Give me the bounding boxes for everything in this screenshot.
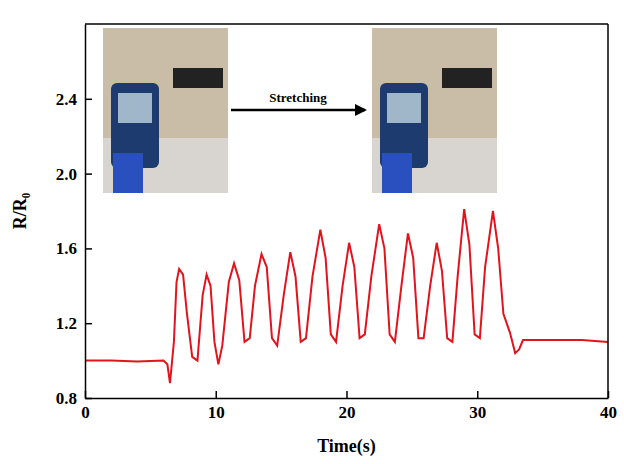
- tick-mark: [346, 391, 348, 398]
- tick: 0.8: [56, 389, 92, 408]
- tick-label: 10: [208, 403, 225, 422]
- tick-mark: [216, 391, 218, 398]
- photo-clamp: [173, 68, 223, 88]
- tick-label: 2.4: [56, 90, 78, 109]
- photo-background: [372, 28, 497, 193]
- tick-label: 2.0: [56, 165, 77, 184]
- tick: 20: [339, 391, 356, 422]
- inset-photo: [103, 28, 228, 193]
- photo-glove: [113, 153, 143, 193]
- tick-label: 0.8: [56, 389, 77, 408]
- plot: Stretching 0 10 20 30 40 0.8 1.2 1.6 2.0 2.4: [56, 24, 617, 422]
- arrow-head: [355, 104, 367, 116]
- tick: 2.4: [56, 90, 92, 109]
- tick-mark: [85, 323, 92, 325]
- lines: [85, 209, 608, 383]
- tick: 1.2: [56, 314, 92, 333]
- photo-screen: [118, 93, 152, 123]
- tick-label: 20: [339, 403, 356, 422]
- tick: 30: [469, 391, 486, 422]
- tick-mark: [85, 173, 92, 175]
- chart: Stretching 0 10 20 30 40 0.8 1.2 1.6 2.0 2.4 Time(s…: [0, 0, 624, 464]
- tick-label: 1.6: [56, 239, 77, 258]
- x-axis: 0 10 20 30 40: [81, 391, 617, 422]
- tick-label: 40: [600, 403, 617, 422]
- tick-label: 0: [81, 403, 90, 422]
- y-axis: 0.8 1.2 1.6 2.0 2.4: [56, 25, 92, 408]
- tick-mark: [85, 398, 92, 400]
- tick: 40: [600, 391, 617, 422]
- tick-mark: [608, 391, 610, 398]
- tick-mark: [85, 99, 92, 101]
- tick: 10: [208, 391, 225, 422]
- tick-mark: [477, 391, 479, 398]
- axis-line: [85, 25, 87, 399]
- x-axis-title: Time(s): [317, 436, 376, 457]
- data-line: [85, 209, 608, 383]
- arrow: [231, 109, 365, 112]
- tick-mark: [85, 248, 92, 250]
- tick: 1.6: [56, 239, 92, 258]
- photo-screen: [387, 93, 421, 123]
- photo-background: [103, 28, 228, 193]
- inset-photo: [372, 28, 497, 193]
- y-axis-title: R/R₀: [10, 193, 30, 229]
- tick-label: 1.2: [56, 314, 77, 333]
- annotation: Stretching: [269, 90, 327, 105]
- photo-clamp: [442, 68, 492, 88]
- frame-top: [85, 23, 608, 25]
- tick-label: 30: [469, 403, 486, 422]
- frame-right: [607, 24, 609, 398]
- tick: 2.0: [56, 165, 92, 184]
- photo-glove: [382, 153, 412, 193]
